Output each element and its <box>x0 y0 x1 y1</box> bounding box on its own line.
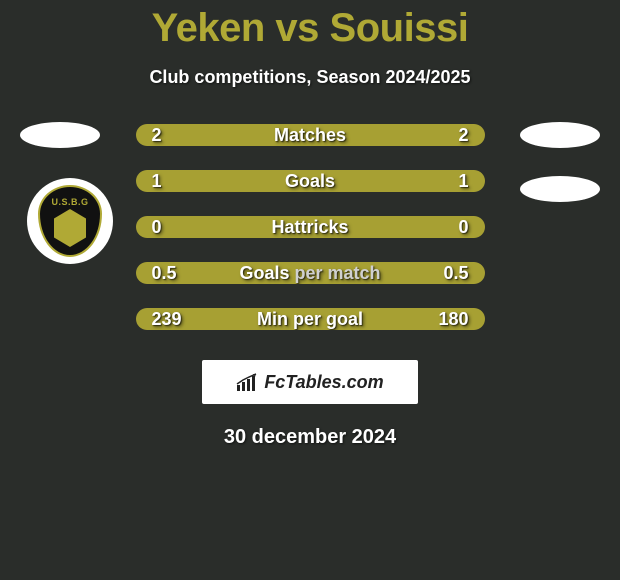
stat-label: Min per goal <box>136 308 485 330</box>
stat-label-primary: Goals <box>285 171 335 191</box>
player2-ellipse-badge-2 <box>520 176 600 202</box>
stat-label: Goals per match <box>136 262 485 284</box>
stat-label-primary: Min per goal <box>257 309 363 329</box>
player2-ellipse-badge-1 <box>520 122 600 148</box>
stat-label-secondary: per match <box>295 263 381 283</box>
stat-label-primary: Goals <box>239 263 289 283</box>
player1-ellipse-badge <box>20 122 100 148</box>
stat-label: Matches <box>136 124 485 146</box>
page-title: Yeken vs Souissi <box>0 0 620 51</box>
player1-club-logo <box>27 178 113 264</box>
stat-label: Hattricks <box>136 216 485 238</box>
bar-chart-trend-icon <box>236 373 258 391</box>
club-shield-icon <box>38 185 102 257</box>
stat-label: Goals <box>136 170 485 192</box>
stats-table: 22Matches 11Goals 00Hattricks 0.50.5Goals p… <box>136 124 485 330</box>
stat-label-primary: Hattricks <box>271 217 348 237</box>
stat-row: 239180Min per goal <box>136 308 485 330</box>
stat-row: 0.50.5Goals per match <box>136 262 485 284</box>
subtitle: Club competitions, Season 2024/2025 <box>0 67 620 88</box>
stat-row: 11Goals <box>136 170 485 192</box>
stat-label-primary: Matches <box>274 125 346 145</box>
stat-row: 22Matches <box>136 124 485 146</box>
stat-row: 00Hattricks <box>136 216 485 238</box>
branding-box[interactable]: FcTables.com <box>202 360 418 404</box>
branding-text: FcTables.com <box>264 372 383 393</box>
date-text: 30 december 2024 <box>0 426 620 449</box>
